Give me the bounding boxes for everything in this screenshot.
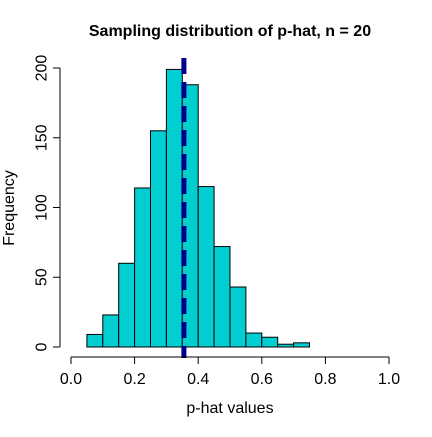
histogram-bar-12 xyxy=(277,343,295,348)
x-tick-label-1: 0.2 xyxy=(123,371,145,388)
histogram-bar-0 xyxy=(86,333,104,348)
y-tick-label-0: 0 xyxy=(34,342,51,351)
y-tick-label-3: 150 xyxy=(34,124,51,151)
y-axis-title: Frequency xyxy=(1,170,18,246)
histogram-bar-7 xyxy=(197,186,215,348)
y-tick-label-4: 200 xyxy=(34,55,51,82)
bars-layer xyxy=(86,68,311,348)
axes-layer: 0.0 0.2 0.4 0.6 0.8 1.0 0 50 100 150 200 xyxy=(34,55,401,388)
histogram-bar-13 xyxy=(293,342,311,348)
histogram-bar-4 xyxy=(150,130,167,348)
histogram-bar-9 xyxy=(229,286,247,348)
histogram-bar-8 xyxy=(213,246,231,348)
y-tick-label-1: 50 xyxy=(34,268,51,286)
x-tick-label-5: 1.0 xyxy=(378,371,400,388)
x-axis-title: p-hat values xyxy=(186,400,273,417)
x-tick-label-2: 0.4 xyxy=(187,371,209,388)
x-tick-label-4: 0.8 xyxy=(314,371,336,388)
histogram-bar-2 xyxy=(118,262,136,348)
histogram-bar-1 xyxy=(102,314,120,348)
histogram-bar-5 xyxy=(165,68,183,348)
x-tick-label-0: 0.0 xyxy=(60,371,82,388)
histogram-bar-3 xyxy=(134,187,152,348)
x-tick-label-3: 0.6 xyxy=(251,371,273,388)
chart-title: Sampling distribution of p-hat, n = 20 xyxy=(89,23,371,40)
y-tick-label-2: 100 xyxy=(34,194,51,221)
histogram-bar-11 xyxy=(261,336,279,348)
histogram-bar-10 xyxy=(245,332,263,348)
